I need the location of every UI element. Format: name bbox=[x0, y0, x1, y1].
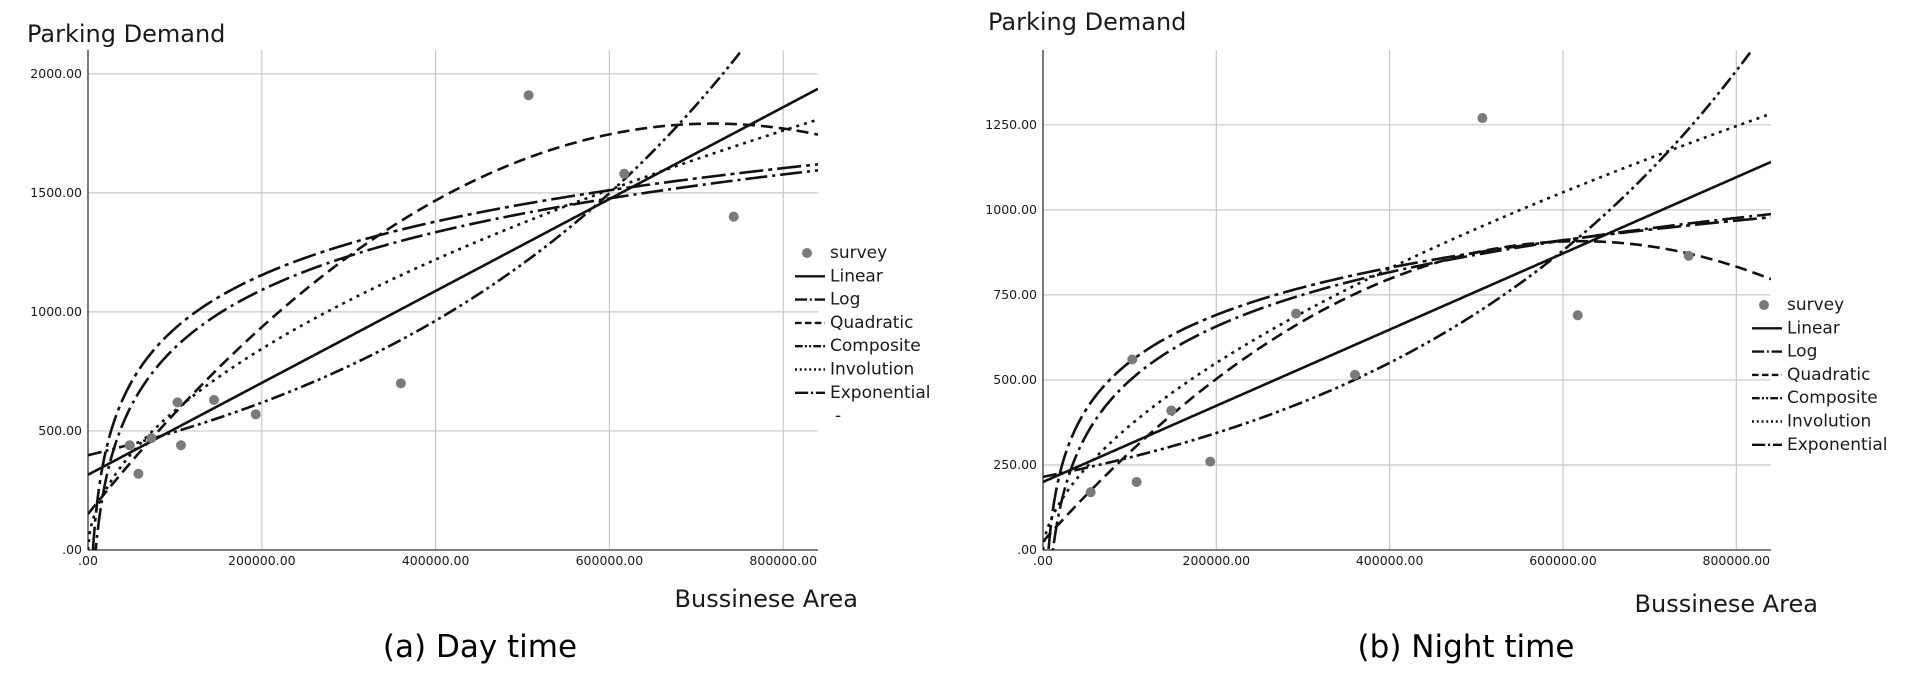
y-tick-label: 1000.00 bbox=[985, 202, 1037, 217]
survey-point bbox=[209, 395, 220, 405]
legend-label: survey bbox=[830, 243, 887, 263]
survey-point bbox=[1350, 369, 1360, 380]
legend-marker-survey bbox=[802, 248, 812, 258]
survey-point bbox=[1166, 405, 1177, 416]
y-axis-title: Parking Demand bbox=[988, 8, 1186, 36]
survey-point bbox=[1085, 487, 1096, 498]
legend-label: Log bbox=[830, 290, 860, 310]
y-tick-label: 250.00 bbox=[993, 457, 1037, 472]
y-tick-label: 750.00 bbox=[993, 287, 1037, 302]
legend-marker-survey bbox=[1759, 300, 1769, 310]
survey-point bbox=[124, 440, 135, 451]
legend-label: Exponential bbox=[830, 383, 931, 403]
legend-label: Composite bbox=[830, 336, 921, 356]
y-axis-title: Parking Demand bbox=[27, 20, 225, 48]
survey-point bbox=[728, 211, 739, 222]
linear-fit-curve bbox=[1043, 160, 1771, 484]
survey-point bbox=[1477, 113, 1488, 124]
legend-label: Exponential bbox=[1787, 435, 1888, 455]
x-tick-label: 600000.00 bbox=[1529, 553, 1597, 568]
involution-fit-curve bbox=[88, 118, 818, 550]
composite-fit-curve bbox=[88, 50, 744, 457]
y-tick-label: 2000.00 bbox=[30, 66, 82, 81]
quadratic-fit-curve bbox=[88, 122, 818, 515]
survey-point bbox=[1291, 308, 1302, 319]
survey-point bbox=[146, 433, 157, 444]
y-tick-label: 500.00 bbox=[38, 423, 82, 438]
survey-point bbox=[133, 468, 144, 479]
legend-label: Involution bbox=[830, 360, 914, 380]
y-tick-label: 500.00 bbox=[993, 372, 1037, 387]
y-tick-label: .00 bbox=[1017, 542, 1037, 557]
log-fit-curve bbox=[94, 169, 818, 550]
x-tick-label: 400000.00 bbox=[1356, 553, 1424, 568]
legend-label: Quadratic bbox=[1787, 365, 1871, 385]
legend-label: Linear bbox=[830, 266, 883, 286]
legend-label: Composite bbox=[1787, 388, 1878, 408]
survey-point bbox=[250, 409, 261, 420]
survey-point bbox=[395, 378, 406, 389]
survey-point bbox=[523, 90, 534, 101]
survey-point bbox=[1127, 354, 1138, 365]
exponential-fit-curve bbox=[1047, 215, 1771, 550]
x-tick-label: 400000.00 bbox=[402, 553, 470, 568]
survey-point bbox=[619, 168, 630, 179]
legend-label: Linear bbox=[1787, 318, 1840, 338]
x-axis-title: Bussinese Area bbox=[675, 585, 858, 613]
survey-point bbox=[1572, 310, 1583, 321]
x-tick-label: 800000.00 bbox=[749, 553, 817, 568]
linear-fit-curve bbox=[88, 87, 818, 476]
legend-label: Log bbox=[1787, 342, 1817, 362]
y-tick-label: 1000.00 bbox=[30, 304, 82, 319]
survey-point bbox=[1205, 456, 1216, 467]
chart-night-time: .00 200000.00 400000.00 600000.00 800000.00.… bbox=[985, 8, 1888, 665]
x-tick-label: 200000.00 bbox=[1183, 553, 1251, 568]
y-tick-label: 1500.00 bbox=[30, 185, 82, 200]
panel-caption: (b) Night time bbox=[1358, 629, 1575, 665]
log-fit-curve bbox=[1051, 212, 1771, 550]
legend-trailing-mark: - bbox=[835, 406, 841, 426]
x-tick-label: 800000.00 bbox=[1703, 553, 1771, 568]
x-tick-label: 600000.00 bbox=[576, 553, 644, 568]
legend-label: survey bbox=[1787, 295, 1844, 315]
panel-caption: (a) Day time bbox=[383, 629, 577, 665]
survey-point bbox=[172, 397, 183, 408]
chart-day-time: .00 200000.00 400000.00 600000.00 800000.00.… bbox=[27, 20, 931, 665]
y-tick-label: .00 bbox=[62, 542, 82, 557]
quadratic-fit-curve bbox=[1043, 239, 1771, 543]
survey-point bbox=[175, 440, 186, 451]
x-tick-label: .00 bbox=[78, 553, 98, 568]
exponential-fit-curve bbox=[91, 163, 818, 550]
x-axis-title: Bussinese Area bbox=[1635, 590, 1818, 618]
legend-label: Involution bbox=[1787, 412, 1871, 432]
x-tick-label: .00 bbox=[1033, 553, 1053, 568]
survey-point bbox=[1131, 476, 1142, 487]
x-tick-label: 200000.00 bbox=[228, 553, 296, 568]
y-tick-label: 1250.00 bbox=[985, 117, 1037, 132]
involution-fit-curve bbox=[1043, 112, 1771, 550]
composite-fit-curve bbox=[1043, 50, 1754, 479]
survey-point bbox=[1683, 250, 1694, 261]
legend-label: Quadratic bbox=[830, 313, 914, 333]
